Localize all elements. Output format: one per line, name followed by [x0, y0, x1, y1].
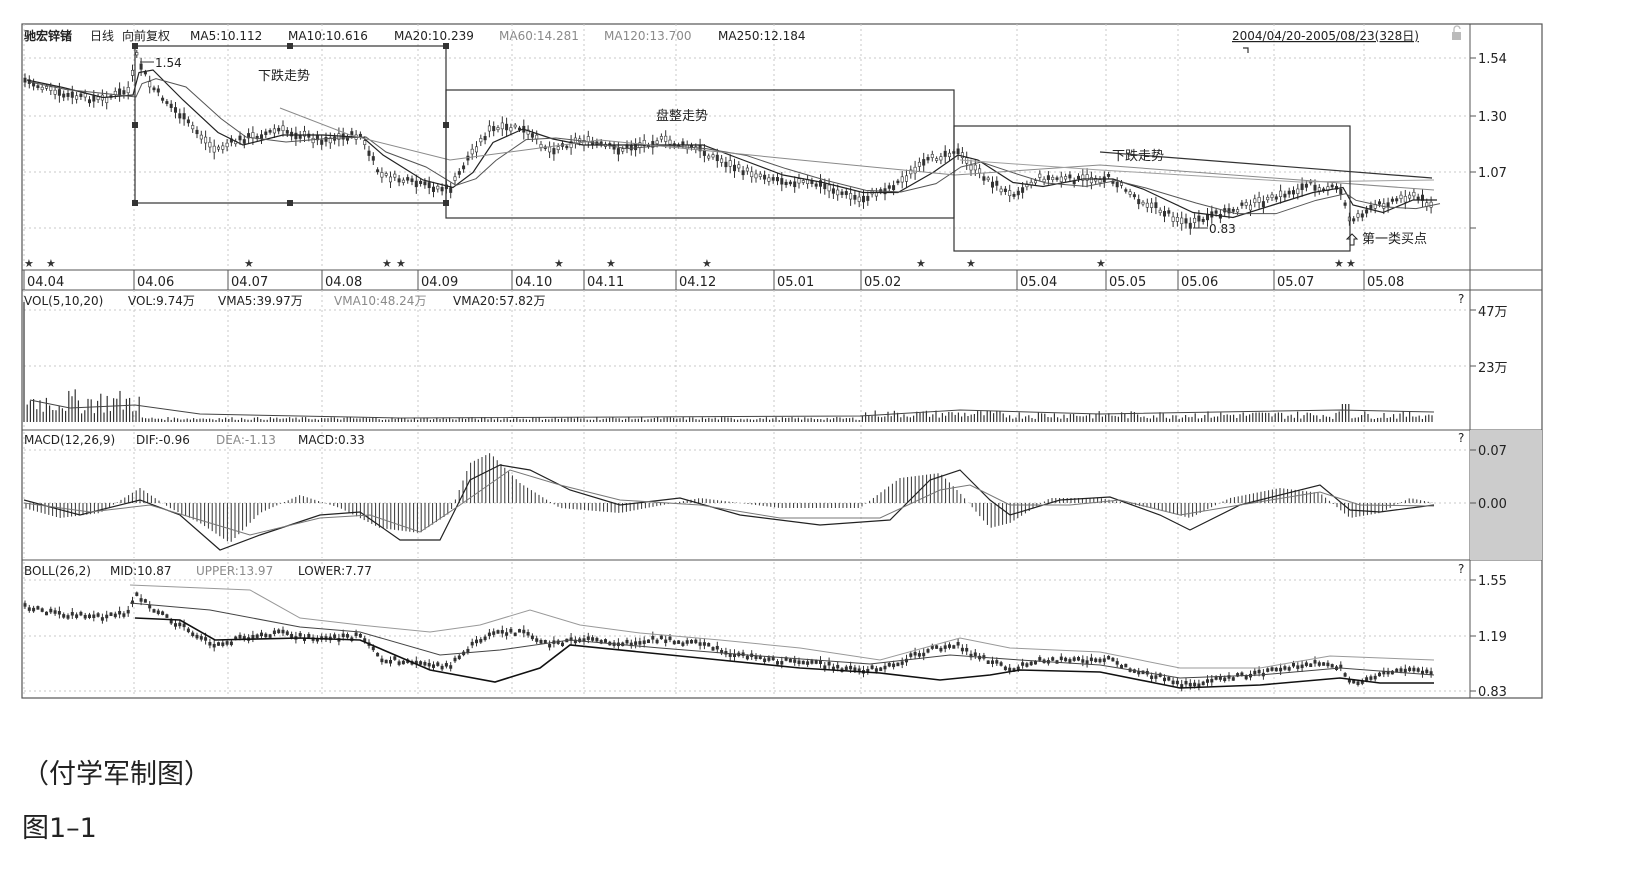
month-label: 04.04 [27, 275, 64, 290]
stock-name: 驰宏锌锗 [24, 28, 72, 43]
month-label: 05.01 [777, 275, 814, 290]
star-icon: ★ [606, 257, 616, 270]
month-label: 05.08 [1367, 275, 1404, 290]
vol-tick: 47万 [1478, 305, 1508, 320]
box-down-trend-2 [953, 125, 1351, 252]
macd-help[interactable]: ? [1458, 431, 1464, 445]
macd-tick: 0.07 [1478, 444, 1507, 459]
ma10-label: MA10:10.616 [288, 29, 368, 43]
label-down-trend-1: 下跌走势 [258, 68, 310, 84]
month-label: 05.05 [1109, 275, 1146, 290]
month-label: 04.06 [137, 275, 174, 290]
star-icon: ★ [24, 257, 34, 270]
vol-help[interactable]: ? [1458, 292, 1464, 306]
dea-value: DEA:-1.13 [216, 433, 276, 447]
period-label: 日线 [90, 29, 114, 43]
price-tick: 1.30 [1478, 110, 1507, 125]
ma120-label: MA120:13.700 [604, 29, 692, 43]
ma-line [26, 69, 1437, 219]
figure-number: 图1–1 [22, 813, 97, 844]
star-icon: ★ [396, 257, 406, 270]
month-label: 04.08 [325, 275, 362, 290]
month-label: 04.11 [587, 275, 624, 290]
month-label: 05.04 [1020, 275, 1057, 290]
boll-lower: LOWER:7.77 [298, 564, 372, 578]
month-label: 04.07 [231, 275, 268, 290]
boll-mid: MID:10.87 [110, 564, 172, 578]
month-label: 05.07 [1277, 275, 1314, 290]
macd-histogram [25, 453, 1433, 542]
macd-tick: 0.00 [1478, 497, 1507, 512]
boll-mid-line [129, 602, 1435, 679]
ma-line [959, 159, 1435, 183]
label-down-trend-2: 下跌走势 [1112, 148, 1164, 164]
cursor-marker-icon [1243, 47, 1249, 53]
vma5-value: VMA5:39.97万 [218, 294, 303, 308]
boll-upper-line [129, 584, 1435, 669]
star-icon: ★ [1346, 257, 1356, 270]
boll-tick: 1.55 [1478, 574, 1507, 589]
volume-ma-line [29, 399, 1435, 419]
chart-frame [21, 23, 1543, 699]
star-icon: ★ [554, 257, 564, 270]
dif-value: DIF:-0.96 [136, 433, 190, 447]
price-tick: 1.54 [1478, 52, 1507, 67]
boll-tick: 0.83 [1478, 685, 1507, 700]
ma-line [29, 78, 1441, 215]
boll-candles [23, 591, 1433, 692]
ma250-label: MA250:12.184 [718, 29, 806, 43]
month-label: 04.10 [515, 275, 552, 290]
figure-source: （付学军制图） [22, 759, 211, 790]
star-icon: ★ [916, 257, 926, 270]
stock-chart: 驰宏锌锗 日线 向前复权 MA5:10.112 MA10:10.616 MA20… [21, 23, 1543, 700]
star-icon: ★ [244, 257, 254, 270]
vma20-value: VMA20:57.82万 [453, 294, 545, 308]
boll-upper: UPPER:13.97 [196, 564, 273, 578]
star-icon: ★ [1334, 257, 1344, 270]
ma60-label: MA60:14.281 [499, 29, 579, 43]
vol-tick: 23万 [1478, 361, 1508, 376]
label-low: 0.83 [1209, 222, 1236, 236]
ma5-label: MA5:10.112 [190, 29, 262, 43]
macd-value: MACD:0.33 [298, 433, 365, 447]
volume-bars [23, 302, 1433, 422]
dea-line [23, 469, 1435, 536]
star-icon: ★ [46, 257, 56, 270]
boll-title: BOLL(26,2) [24, 564, 91, 578]
macd-axis-shade [1470, 430, 1542, 560]
star-icon: ★ [966, 257, 976, 270]
label-high: 1.54 [155, 56, 182, 70]
trend-line [1099, 151, 1433, 179]
ma-line [279, 107, 1435, 191]
vol-title: VOL(5,10,20) [24, 294, 103, 308]
vol-value: VOL:9.74万 [128, 294, 195, 308]
adjust-label: 向前复权 [122, 28, 170, 43]
up-arrow-icon [1345, 233, 1359, 246]
boll-lower-line [134, 617, 1434, 689]
lock-icon [1452, 25, 1461, 40]
month-label: 04.09 [421, 275, 458, 290]
month-label: 05.06 [1181, 275, 1218, 290]
star-markers: ★ ★ ★ ★ ★ ★ ★ ★ ★ ★ ★ ★ ★ [24, 257, 1356, 270]
vma10-value: VMA10:48.24万 [334, 294, 426, 308]
month-label: 04.12 [679, 275, 716, 290]
star-icon: ★ [1096, 257, 1106, 270]
date-range: 2004/04/20-2005/08/23(328日) [1232, 29, 1419, 43]
macd-title: MACD(12,26,9) [24, 433, 115, 447]
boll-tick: 1.19 [1478, 630, 1507, 645]
star-icon: ★ [382, 257, 392, 270]
ma20-label: MA20:10.239 [394, 29, 474, 43]
price-axis: 1.54 1.30 1.07 [1470, 52, 1507, 229]
star-icon: ★ [702, 257, 712, 270]
label-consolidation: 盘整走势 [656, 108, 708, 124]
price-tick: 1.07 [1478, 166, 1507, 181]
month-label: 05.02 [864, 275, 901, 290]
label-buy-point: 第一类买点 [1362, 232, 1427, 247]
boll-help[interactable]: ? [1458, 562, 1464, 576]
month-axis: 04.04 04.06 04.07 04.08 04.09 04.10 04.11 04.12… [23, 270, 1404, 290]
